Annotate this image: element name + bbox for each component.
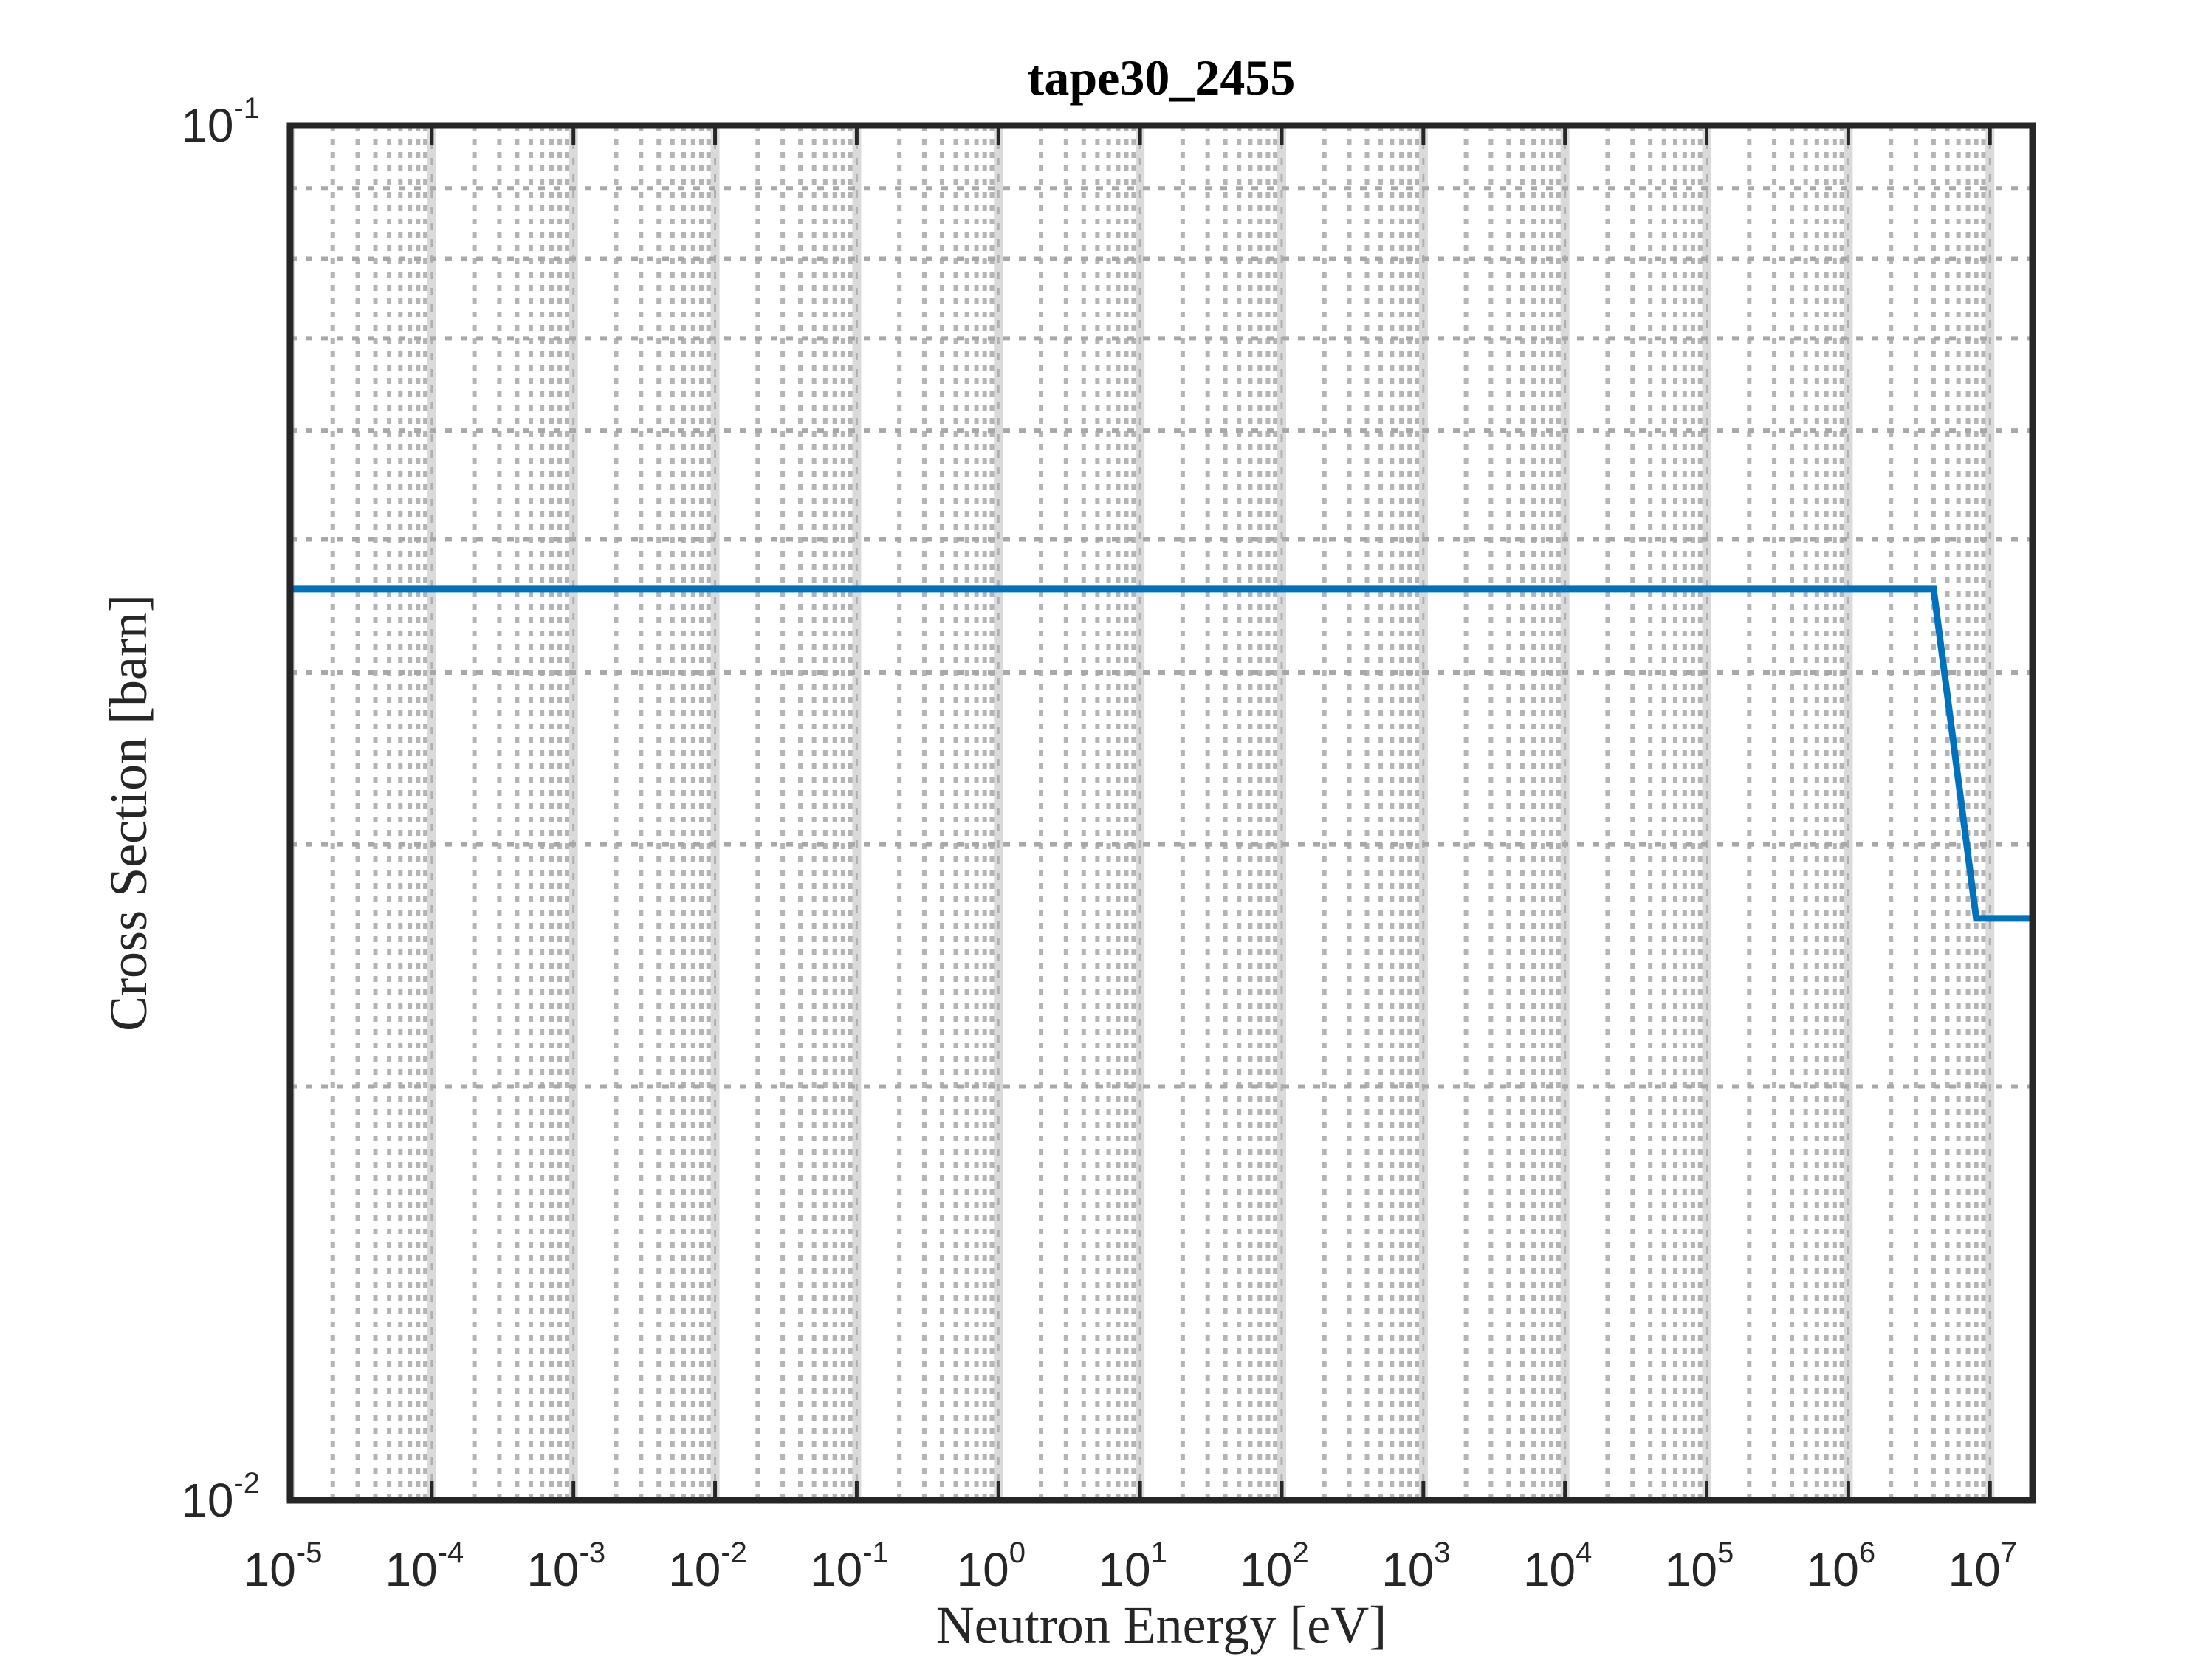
x-tick-label: 101 <box>1098 1536 1167 1596</box>
x-tick-label-base: 10 <box>810 1543 862 1596</box>
ticks: 10-5 10-4 10-3 10-2 10-1 100 101 102 103 104 105 10… <box>181 92 2017 1596</box>
y-tick-label: 10-1 <box>181 92 260 152</box>
x-tick-label-exponent: 1 <box>1151 1536 1167 1569</box>
axes-box <box>286 122 2036 1504</box>
data-line <box>290 585 2033 922</box>
x-tick-label: 10-4 <box>385 1536 464 1596</box>
x-tick-label-exponent: -5 <box>296 1536 323 1569</box>
x-tick-label-base: 10 <box>1948 1543 2001 1596</box>
x-tick-label-base: 10 <box>957 1543 1009 1596</box>
grid <box>286 126 2035 1500</box>
x-tick-label-base: 10 <box>1240 1543 1292 1596</box>
x-tick-label-exponent: -1 <box>862 1536 889 1569</box>
x-tick-label: 107 <box>1948 1536 2017 1596</box>
x-tick-label-base: 10 <box>1665 1543 1717 1596</box>
x-tick-label-base: 10 <box>668 1543 721 1596</box>
x-tick-label-base: 10 <box>1098 1543 1150 1596</box>
x-tick-label-exponent: 5 <box>1717 1536 1734 1569</box>
x-tick-label-exponent: 3 <box>1434 1536 1450 1569</box>
x-tick-label: 105 <box>1665 1536 1734 1596</box>
x-tick-label: 10-1 <box>810 1536 889 1596</box>
x-tick-label-exponent: 0 <box>1009 1536 1026 1569</box>
x-tick-label-base: 10 <box>526 1543 579 1596</box>
x-tick-label-base: 10 <box>1807 1543 1859 1596</box>
x-tick-label-base: 10 <box>385 1543 437 1596</box>
y-axis-label: Cross Section [barn] <box>99 594 158 1031</box>
y-tick-label-exponent: -2 <box>233 1467 260 1500</box>
x-tick-label: 10-2 <box>668 1536 747 1596</box>
x-tick-label-exponent: -3 <box>580 1536 606 1569</box>
y-tick-label-exponent: -1 <box>233 92 260 125</box>
x-tick-label: 10-3 <box>526 1536 605 1596</box>
x-tick-label: 102 <box>1240 1536 1308 1596</box>
x-tick-label: 106 <box>1807 1536 1875 1596</box>
x-tick-label-exponent: -2 <box>721 1536 747 1569</box>
plot-series <box>290 585 2033 922</box>
x-tick-label: 100 <box>957 1536 1026 1596</box>
y-tick-label-base: 10 <box>181 99 233 152</box>
x-tick-label-exponent: 6 <box>1859 1536 1875 1569</box>
x-tick-label: 103 <box>1381 1536 1450 1596</box>
x-tick-label-base: 10 <box>1523 1543 1576 1596</box>
x-tick-label-base: 10 <box>1381 1543 1434 1596</box>
x-tick-label-exponent: 7 <box>2001 1536 2017 1569</box>
y-tick-label-base: 10 <box>181 1474 233 1527</box>
x-axis-label: Neutron Energy [eV] <box>936 1596 1387 1655</box>
y-tick-label: 10-2 <box>181 1467 260 1527</box>
chart-title: tape30_2455 <box>1028 49 1296 106</box>
x-tick-label: 10-5 <box>244 1536 323 1596</box>
x-tick-label-exponent: 4 <box>1576 1536 1592 1569</box>
x-tick-label-base: 10 <box>244 1543 296 1596</box>
x-tick-label-exponent: 2 <box>1292 1536 1308 1569</box>
x-tick-label-exponent: -4 <box>438 1536 464 1569</box>
x-tick-label: 104 <box>1523 1536 1592 1596</box>
